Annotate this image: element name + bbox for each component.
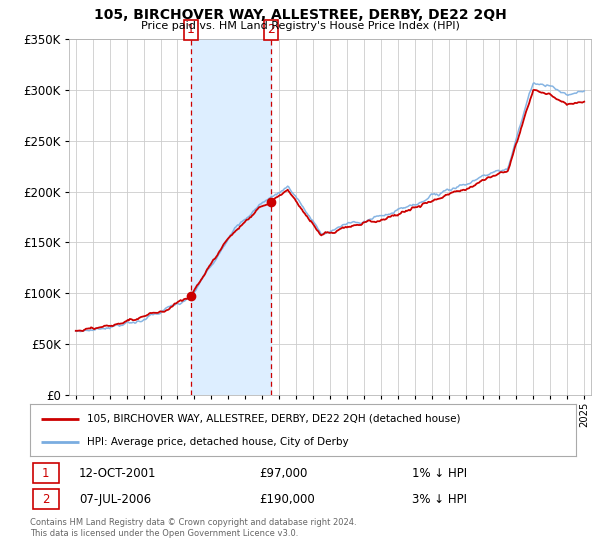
Text: 1% ↓ HPI: 1% ↓ HPI xyxy=(412,466,467,479)
Text: 12-OCT-2001: 12-OCT-2001 xyxy=(79,466,157,479)
Text: 2: 2 xyxy=(42,493,50,506)
Text: 3% ↓ HPI: 3% ↓ HPI xyxy=(412,493,467,506)
Bar xyxy=(191,39,271,395)
Bar xyxy=(33,463,59,483)
Text: 1: 1 xyxy=(187,24,194,36)
Text: This data is licensed under the Open Government Licence v3.0.: This data is licensed under the Open Gov… xyxy=(30,529,298,538)
Text: £97,000: £97,000 xyxy=(259,466,308,479)
Bar xyxy=(33,489,59,509)
Text: 07-JUL-2006: 07-JUL-2006 xyxy=(79,493,151,506)
Text: Price paid vs. HM Land Registry's House Price Index (HPI): Price paid vs. HM Land Registry's House … xyxy=(140,21,460,31)
Text: Contains HM Land Registry data © Crown copyright and database right 2024.: Contains HM Land Registry data © Crown c… xyxy=(30,518,356,527)
Text: 105, BIRCHOVER WAY, ALLESTREE, DERBY, DE22 2QH (detached house): 105, BIRCHOVER WAY, ALLESTREE, DERBY, DE… xyxy=(88,414,461,424)
Text: 105, BIRCHOVER WAY, ALLESTREE, DERBY, DE22 2QH: 105, BIRCHOVER WAY, ALLESTREE, DERBY, DE… xyxy=(94,8,506,22)
Text: 1: 1 xyxy=(42,466,50,479)
Text: £190,000: £190,000 xyxy=(259,493,315,506)
Text: 2: 2 xyxy=(267,24,275,36)
Text: HPI: Average price, detached house, City of Derby: HPI: Average price, detached house, City… xyxy=(88,437,349,447)
